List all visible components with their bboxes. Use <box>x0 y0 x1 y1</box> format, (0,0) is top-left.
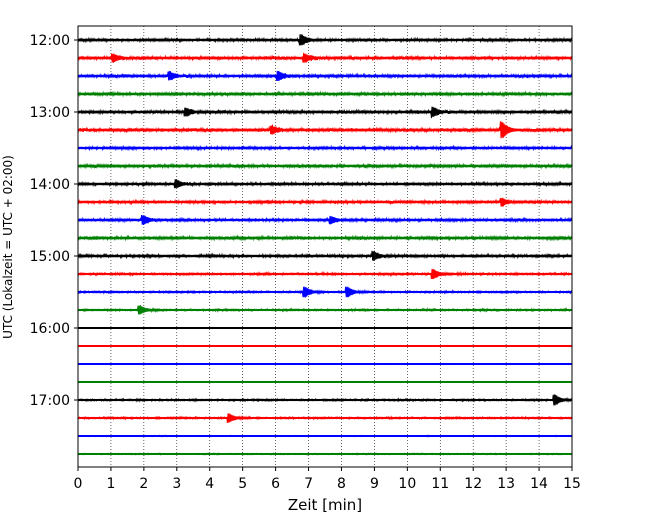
x-tick-label-13: 13 <box>497 476 515 492</box>
x-tick-label-1: 1 <box>106 476 115 492</box>
x-axis: 0 1 2 3 4 5 6 7 8 9 10 11 12 13 14 15 <box>74 467 581 492</box>
x-tick-label-10: 10 <box>398 476 416 492</box>
x-tick-label-12: 12 <box>464 476 482 492</box>
x-tick-label-0: 0 <box>74 476 83 492</box>
seismic-traces <box>77 34 573 456</box>
x-axis-label: Zeit [min] <box>288 496 362 514</box>
x-tick-label-9: 9 <box>370 476 379 492</box>
x-tick-label-6: 6 <box>271 476 280 492</box>
x-tick-label-5: 5 <box>238 476 247 492</box>
y-tick-label-1500: 15:00 <box>30 249 70 265</box>
y-tick-label-1700: 17:00 <box>30 393 70 409</box>
y-tick-label-1400: 14:00 <box>30 177 70 193</box>
plot-frame <box>77 25 573 468</box>
x-tick-label-4: 4 <box>205 476 214 492</box>
x-tick-label-14: 14 <box>530 476 548 492</box>
y-tick-label-1300: 13:00 <box>30 105 70 121</box>
y-tick-label-1200: 12:00 <box>30 33 70 49</box>
x-tick-label-7: 7 <box>304 476 313 492</box>
y-tick-label-1600: 16:00 <box>30 321 70 337</box>
y-axis-label: UTC (Lokalzeit = UTC + 02:00) <box>1 155 15 339</box>
x-tick-label-2: 2 <box>139 476 148 492</box>
x-tick-label-3: 3 <box>172 476 181 492</box>
x-tick-label-15: 15 <box>563 476 581 492</box>
x-tick-label-11: 11 <box>431 476 449 492</box>
x-tick-label-8: 8 <box>337 476 346 492</box>
y-axis: 12:00 13:00 14:00 15:00 16:00 17:00 <box>30 33 78 409</box>
